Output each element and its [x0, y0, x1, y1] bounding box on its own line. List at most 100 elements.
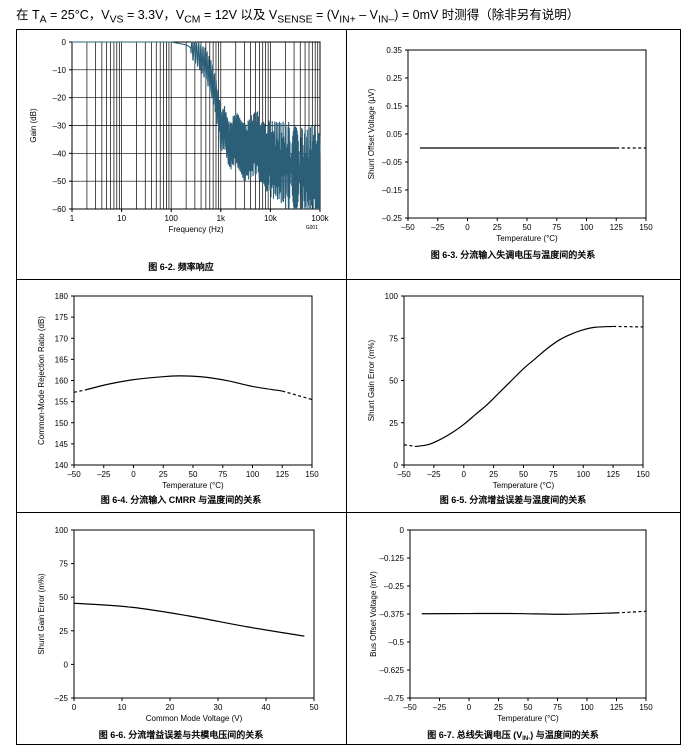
series-line [85, 375, 283, 392]
grid-divider-row-1 [16, 279, 681, 280]
y-tick-label: 50 [59, 593, 68, 602]
y-tick-label: 0 [400, 526, 405, 535]
y-tick-label: 25 [59, 627, 68, 636]
x-tick-label: 50 [523, 223, 532, 232]
y-axis-label: Shunt Gain Error (m%) [37, 573, 46, 655]
figure-caption: 图 6-3. 分流输入失调电压与温度间的关系 [431, 249, 596, 260]
y-tick-label: –0.05 [382, 158, 403, 167]
series-line [421, 612, 617, 615]
y-axis-label: Shunt Gain Error (m%) [367, 339, 376, 421]
y-tick-label: 0.35 [386, 46, 402, 55]
x-tick-label: 20 [166, 703, 175, 712]
x-axis-label: Temperature (°C) [162, 481, 224, 490]
figure-caption: 图 6-2. 频率响应 [148, 261, 214, 272]
y-axis-label: Gain (dB) [29, 108, 38, 143]
x-tick-label: 10 [117, 214, 126, 223]
y-tick-label: 170 [55, 334, 69, 343]
y-tick-label: –0.25 [382, 214, 403, 223]
y-tick-label: 180 [55, 292, 69, 301]
grid-divider-vertical [346, 29, 347, 745]
x-tick-label: 100 [580, 223, 594, 232]
y-tick-label: 160 [55, 377, 69, 386]
x-tick-label: –25 [433, 703, 447, 712]
y-tick-label: 0 [394, 461, 399, 470]
x-tick-label: 75 [552, 223, 561, 232]
y-tick-label: –40 [53, 149, 67, 158]
y-tick-label: –10 [53, 66, 67, 75]
x-tick-label: 75 [218, 470, 227, 479]
figure-grid [16, 29, 681, 745]
x-axis-label: Temperature (°C) [493, 481, 555, 490]
y-axis-label: Bus Offset Voltage (mV) [369, 571, 378, 657]
y-tick-label: 100 [385, 292, 399, 301]
plot-frame [407, 49, 647, 219]
grid-divider-row-2 [16, 512, 681, 513]
x-tick-label: 100 [577, 470, 591, 479]
x-tick-label: 125 [276, 470, 290, 479]
x-tick-label: 50 [524, 703, 533, 712]
x-tick-label: –50 [67, 470, 81, 479]
x-tick-label: 75 [549, 470, 558, 479]
x-tick-label: 150 [639, 223, 653, 232]
x-tick-label: 10 [118, 703, 127, 712]
x-tick-label: 50 [519, 470, 528, 479]
series-line-dashed [282, 390, 313, 401]
x-tick-label: 100 [165, 214, 179, 223]
x-tick-label: 150 [305, 470, 319, 479]
y-tick-label: 75 [389, 334, 398, 343]
y-tick-label: –0.625 [380, 666, 405, 675]
x-tick-label: –25 [427, 470, 441, 479]
x-tick-label: 150 [639, 703, 653, 712]
y-tick-label: 0.15 [386, 102, 402, 111]
series-line [73, 602, 305, 637]
series-line [415, 325, 614, 448]
x-tick-label: 100 [580, 703, 594, 712]
figure-id-annotation: G001 [306, 225, 318, 231]
x-tick-label: 25 [493, 223, 502, 232]
conditions-header: 在 TA = 25°C，VVS = 3.3V，VCM = 12V 以及 VSEN… [16, 8, 580, 26]
figure-caption: 图 6-5. 分流增益误差与温度间的关系 [440, 494, 587, 505]
y-tick-label: 0.05 [386, 130, 402, 139]
x-tick-label: –50 [403, 703, 417, 712]
x-tick-label: 100k [311, 214, 329, 223]
x-tick-label: 150 [636, 470, 650, 479]
x-tick-label: 1k [217, 214, 226, 223]
y-tick-label: 165 [55, 355, 69, 364]
x-tick-label: 25 [489, 470, 498, 479]
x-tick-label: 125 [610, 223, 624, 232]
x-axis-label: Frequency (Hz) [168, 225, 223, 234]
series-line-dashed [403, 444, 417, 448]
y-tick-label: –50 [53, 177, 67, 186]
series-line-dashed [73, 389, 87, 393]
figure-caption: 图 6-4. 分流输入 CMRR 与温度间的关系 [101, 494, 262, 505]
x-tick-label: 25 [494, 703, 503, 712]
y-tick-label: 0.25 [386, 74, 402, 83]
x-tick-label: 40 [262, 703, 271, 712]
figure-caption: 图 6-7. 总线失调电压 (VIN-) 与温度间的关系 [427, 729, 599, 742]
x-tick-label: 0 [131, 470, 136, 479]
y-tick-label: –0.375 [380, 610, 405, 619]
x-tick-label: –50 [397, 470, 411, 479]
y-tick-label: –0.5 [388, 638, 404, 647]
y-tick-label: 0 [62, 38, 67, 47]
y-tick-label: 75 [59, 560, 68, 569]
x-tick-label: 0 [465, 223, 470, 232]
x-tick-label: 10k [264, 214, 278, 223]
y-tick-label: 0 [64, 660, 69, 669]
y-tick-label: –30 [53, 122, 67, 131]
y-tick-label: 100 [55, 526, 69, 535]
y-tick-label: –0.25 [384, 582, 405, 591]
y-tick-label: 140 [55, 461, 69, 470]
x-tick-label: 25 [159, 470, 168, 479]
y-tick-label: –20 [53, 94, 67, 103]
y-tick-label: 50 [389, 377, 398, 386]
y-tick-label: 175 [55, 313, 69, 322]
x-tick-label: 75 [553, 703, 562, 712]
figure-caption: 图 6-6. 分流增益误差与共模电压间的关系 [99, 729, 264, 740]
x-tick-label: 0 [467, 703, 472, 712]
y-axis-label: Common-Mode Rejection Ratio (dB) [37, 316, 46, 445]
x-tick-label: 30 [214, 703, 223, 712]
y-tick-label: 150 [55, 419, 69, 428]
y-axis-label: Shunt Offset Voltage (µV) [367, 88, 376, 179]
